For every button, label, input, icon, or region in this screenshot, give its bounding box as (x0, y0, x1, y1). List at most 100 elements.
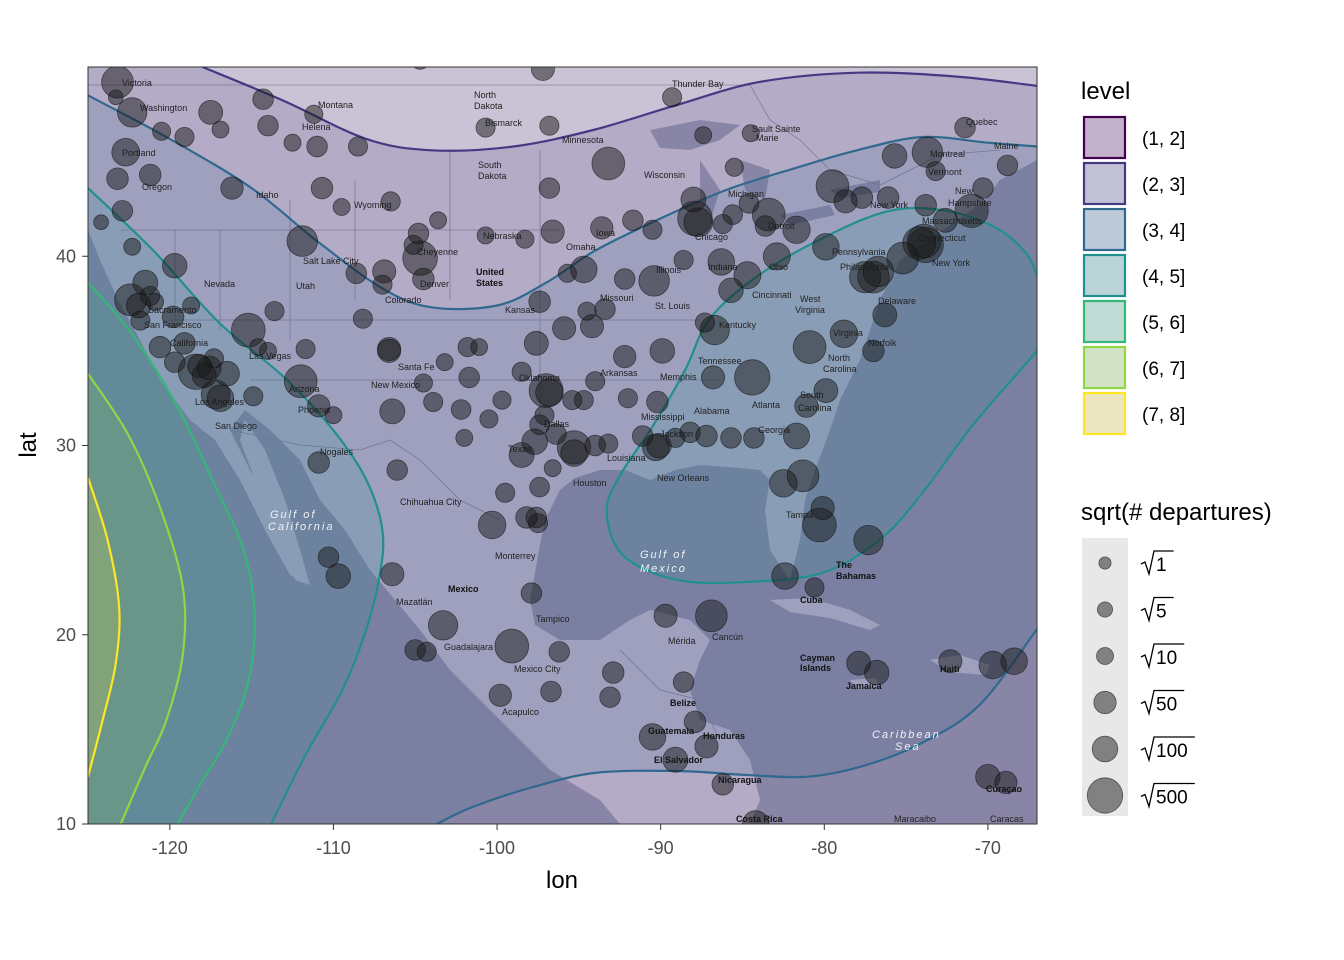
departure-point (673, 249, 694, 270)
departure-point (733, 261, 762, 290)
departure-point (477, 510, 507, 540)
departure-point (264, 301, 285, 322)
svg-text:Mexico City: Mexico City (514, 664, 561, 674)
departure-point (886, 241, 920, 275)
departure-point (187, 353, 212, 378)
svg-text:New: New (955, 186, 974, 196)
departure-point (310, 176, 334, 200)
departure-point (525, 506, 548, 529)
svg-text:San Diego: San Diego (215, 421, 257, 431)
departure-point (211, 120, 230, 139)
fill-legend-key-bg (1083, 162, 1126, 205)
departure-point (413, 373, 433, 393)
svg-text:Acapulco: Acapulco (502, 707, 539, 717)
svg-text:Wyoming: Wyoming (354, 200, 391, 210)
departure-point (711, 773, 735, 796)
departure-point (257, 114, 279, 137)
departure-point (694, 126, 713, 145)
departure-point (665, 427, 686, 448)
departure-point (649, 338, 676, 364)
departure-point (954, 193, 989, 228)
size-legend-value: 500 (1156, 788, 1188, 809)
departure-point (324, 406, 343, 425)
departure-point (543, 459, 562, 478)
svg-text:North: North (828, 353, 850, 363)
departure-point (93, 214, 109, 231)
sqrt-symbol (1140, 550, 1174, 577)
svg-text:Houston: Houston (573, 478, 607, 488)
svg-text:Utah: Utah (296, 281, 315, 291)
fill-legend-label: (7, 8] (1142, 405, 1185, 426)
departure-point (206, 384, 235, 412)
svg-text:Illinois: Illinois (656, 265, 682, 275)
baja-peninsula (240, 420, 310, 585)
departure-point (996, 154, 1019, 177)
departure-point (914, 193, 937, 217)
departure-point (259, 341, 277, 360)
svg-text:Maine: Maine (994, 141, 1019, 151)
departure-point (530, 67, 555, 81)
svg-text:New York: New York (932, 258, 971, 268)
departure-point (813, 378, 839, 404)
fill-legend-title: level (1081, 78, 1130, 105)
svg-text:Jamaica: Jamaica (846, 681, 883, 691)
svg-text:California: California (268, 521, 334, 533)
svg-text:Marie: Marie (756, 133, 779, 143)
departure-point (386, 459, 408, 481)
departure-point (653, 603, 678, 628)
svg-text:Virginia: Virginia (795, 305, 825, 315)
departure-point (792, 330, 827, 364)
fill-legend-label: (2, 3] (1142, 175, 1185, 196)
departure-point (286, 225, 319, 257)
svg-text:United: United (476, 267, 504, 277)
departure-point (720, 427, 742, 449)
departure-point (585, 371, 606, 392)
fill-legend-swatch (1082, 345, 1127, 390)
svg-text:Kentucky: Kentucky (719, 320, 757, 330)
svg-text:Missouri: Missouri (600, 293, 634, 303)
svg-text:Islands: Islands (800, 663, 831, 673)
departure-point (283, 133, 302, 152)
size-legend-circle (1086, 777, 1124, 814)
contour-line-level-5 (88, 281, 257, 824)
departure-point (523, 330, 549, 356)
departure-point (111, 200, 134, 222)
svg-text:Honduras: Honduras (703, 731, 745, 741)
size-legend-circle (1097, 601, 1114, 618)
svg-text:Nogales: Nogales (320, 447, 354, 457)
svg-text:Tennessee: Tennessee (698, 356, 742, 366)
fill-legend-key-bg (1083, 300, 1126, 343)
size-legend-label: 50 (1140, 689, 1185, 716)
departure-point (220, 176, 244, 200)
fill-legend-label: (1, 2] (1142, 129, 1185, 150)
svg-text:Caracas: Caracas (990, 814, 1024, 824)
departure-point (534, 405, 555, 426)
departure-point (252, 88, 274, 110)
svg-text:Denver: Denver (420, 279, 449, 289)
size-legend-label: 5 (1140, 596, 1174, 623)
fill-legend-swatch (1082, 299, 1127, 344)
size-legend-value: 100 (1156, 741, 1188, 762)
departure-point (412, 267, 435, 291)
departure-point (591, 146, 626, 181)
departure-point (479, 409, 499, 429)
departure-point (672, 671, 695, 693)
svg-text:North: North (474, 90, 496, 100)
departure-point (492, 390, 512, 410)
svg-text:Gulf of: Gulf of (640, 549, 686, 561)
departure-point (782, 215, 811, 244)
departure-point (646, 390, 669, 414)
contour-line-level-7 (88, 477, 121, 777)
fill-legend-swatch (1082, 391, 1127, 436)
departure-point (304, 104, 324, 124)
departure-point (590, 216, 614, 240)
size-legend-label: 500 (1140, 782, 1195, 809)
size-legend-value: 1 (1156, 555, 1167, 576)
departure-point (718, 277, 744, 304)
x-tick-label: -100 (479, 838, 515, 858)
fill-legend-swatch (1082, 115, 1127, 160)
x-tick-label: -80 (811, 838, 837, 858)
departure-point (535, 378, 564, 407)
svg-text:Colorado: Colorado (385, 295, 422, 305)
